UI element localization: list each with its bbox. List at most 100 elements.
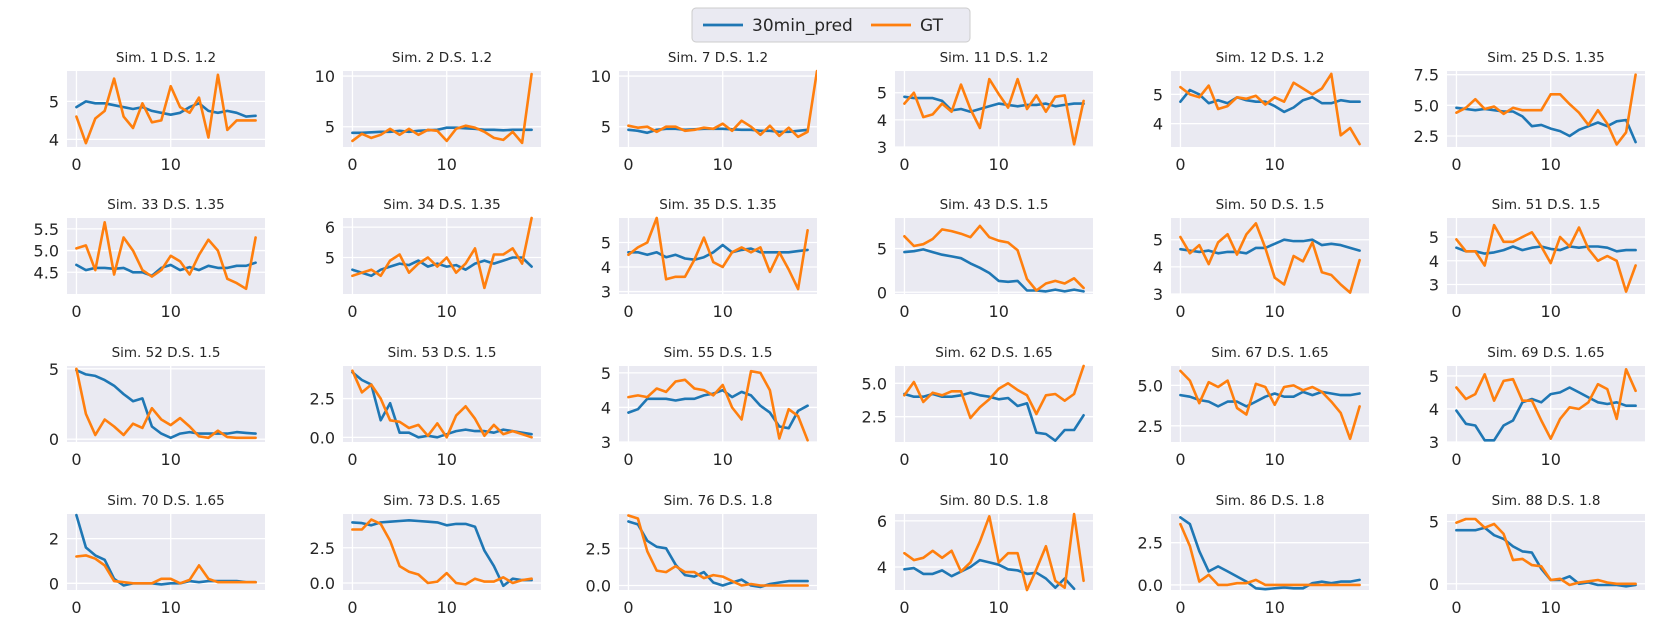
y-tick-label: 0.0 — [586, 577, 611, 596]
y-tick-label: 4 — [877, 558, 887, 577]
x-tick-label: 0 — [347, 450, 357, 469]
pred-series-line — [903, 248, 1085, 293]
x-tick-label: 10 — [1265, 450, 1285, 469]
gt-series-line — [351, 369, 533, 439]
subplot-2: 0 10 5 10 Sim. 2 D.S. 1.2 — [315, 50, 541, 174]
plot-area — [619, 366, 817, 442]
y-tick-label: 5 — [601, 234, 611, 253]
subplot-title: Sim. 73 D.S. 1.65 — [383, 493, 500, 509]
pred-series-line — [1179, 88, 1361, 114]
y-tick-label: 0 — [49, 430, 59, 449]
gt-series-line — [351, 518, 533, 586]
subplot-6: 0 10 2.5 5.0 7.5 Sim. 25 D.S. 1.35 — [1414, 50, 1645, 174]
y-tick-label: 4 — [1429, 252, 1439, 271]
pred-series-line — [75, 368, 257, 440]
y-tick-label: 6 — [877, 512, 887, 531]
pred-series-line — [1179, 516, 1361, 591]
y-tick-label: 0.0 — [310, 428, 335, 447]
x-tick-label: 0 — [71, 155, 81, 174]
plot-area — [619, 514, 817, 590]
subplot-title: Sim. 67 D.S. 1.65 — [1211, 345, 1328, 361]
subplot-title: Sim. 88 D.S. 1.8 — [1492, 493, 1601, 509]
subplot-title: Sim. 43 D.S. 1.5 — [940, 197, 1049, 213]
gt-series-line — [75, 73, 257, 145]
x-tick-label: 10 — [989, 450, 1009, 469]
subplot-19: 0 10 0 2 Sim. 70 D.S. 1.65 — [49, 493, 265, 617]
subplot-9: 0 10 3 4 5 Sim. 35 D.S. 1.35 — [601, 197, 817, 321]
subplot-title: Sim. 80 D.S. 1.8 — [940, 493, 1049, 509]
gt-series-line — [1179, 369, 1361, 441]
x-tick-label: 10 — [161, 302, 181, 321]
subplot-17: 0 10 2.5 5.0 Sim. 67 D.S. 1.65 — [1138, 345, 1369, 469]
y-tick-label: 0 — [877, 283, 887, 302]
gt-series-line — [75, 367, 257, 440]
x-tick-label: 0 — [1451, 302, 1461, 321]
y-tick-label: 0 — [1429, 575, 1439, 594]
y-tick-label: 4 — [877, 111, 887, 130]
gt-series-line — [627, 369, 809, 442]
subplot-title: Sim. 55 D.S. 1.5 — [664, 345, 773, 361]
x-tick-label: 10 — [1541, 155, 1561, 174]
x-tick-label: 0 — [1175, 598, 1185, 617]
plot-area — [67, 514, 265, 590]
subplot-21: 0 10 0.0 2.5 Sim. 76 D.S. 1.8 — [586, 493, 817, 617]
y-tick-label: 10 — [315, 67, 335, 86]
y-tick-label: 5.0 — [1414, 96, 1439, 115]
y-tick-label: 0 — [49, 574, 59, 593]
x-tick-label: 10 — [713, 302, 733, 321]
pred-series-line — [627, 243, 809, 262]
subplot-5: 0 10 4 5 Sim. 12 D.S. 1.2 — [1153, 50, 1369, 174]
y-tick-label: 5 — [1429, 512, 1439, 531]
y-tick-label: 0.0 — [310, 574, 335, 593]
y-tick-label: 5 — [601, 118, 611, 137]
subplot-title: Sim. 35 D.S. 1.35 — [659, 197, 776, 213]
subplot-title: Sim. 33 D.S. 1.35 — [107, 197, 224, 213]
x-tick-label: 10 — [437, 155, 457, 174]
gt-series-line — [903, 77, 1085, 146]
y-tick-label: 10 — [591, 67, 611, 86]
subplot-title: Sim. 86 D.S. 1.8 — [1216, 493, 1325, 509]
y-tick-label: 5 — [1429, 228, 1439, 247]
y-tick-label: 3 — [877, 138, 887, 157]
x-tick-label: 0 — [623, 598, 633, 617]
y-tick-label: 6 — [325, 218, 335, 237]
y-tick-label: 0.0 — [1138, 576, 1163, 595]
gt-series-line — [75, 221, 257, 291]
subplot-13: 0 10 0 5 Sim. 52 D.S. 1.5 — [49, 345, 265, 469]
x-tick-label: 0 — [1451, 598, 1461, 617]
subplot-title: Sim. 7 D.S. 1.2 — [668, 50, 768, 66]
y-tick-label: 3 — [601, 433, 611, 452]
gt-series-line — [903, 364, 1085, 420]
subplot-16: 0 10 2.5 5.0 Sim. 62 D.S. 1.65 — [862, 345, 1093, 469]
x-tick-label: 10 — [1265, 155, 1285, 174]
y-tick-label: 4.5 — [34, 263, 59, 282]
subplot-22: 0 10 4 6 Sim. 80 D.S. 1.8 — [877, 493, 1093, 617]
y-tick-label: 3 — [601, 283, 611, 302]
x-tick-label: 0 — [623, 155, 633, 174]
pred-series-line — [351, 126, 533, 135]
subplot-8: 0 10 5 6 Sim. 34 D.S. 1.35 — [325, 197, 541, 321]
legend: 30min_pred GT — [691, 7, 971, 43]
y-tick-label: 4 — [1153, 258, 1163, 277]
x-tick-label: 0 — [71, 450, 81, 469]
x-tick-label: 10 — [161, 450, 181, 469]
gt-series-line — [1455, 73, 1637, 146]
plot-area — [1171, 71, 1369, 147]
subplot-title: Sim. 50 D.S. 1.5 — [1216, 197, 1325, 213]
subplot-title: Sim. 62 D.S. 1.65 — [935, 345, 1052, 361]
subplot-title: Sim. 70 D.S. 1.65 — [107, 493, 224, 509]
plot-area — [895, 514, 1093, 590]
x-tick-label: 0 — [1175, 155, 1185, 174]
y-tick-label: 4 — [601, 398, 611, 417]
subplot-20: 0 10 0.0 2.5 Sim. 73 D.S. 1.65 — [310, 493, 541, 617]
x-tick-label: 10 — [713, 450, 733, 469]
gt-series-line — [1179, 222, 1361, 294]
y-tick-label: 5 — [49, 360, 59, 379]
y-tick-label: 5 — [601, 364, 611, 383]
subplot-12: 0 10 3 4 5 Sim. 51 D.S. 1.5 — [1429, 197, 1645, 321]
x-tick-label: 0 — [71, 598, 81, 617]
y-tick-label: 5 — [1153, 231, 1163, 250]
x-tick-label: 10 — [713, 598, 733, 617]
y-tick-label: 5.0 — [34, 242, 59, 261]
